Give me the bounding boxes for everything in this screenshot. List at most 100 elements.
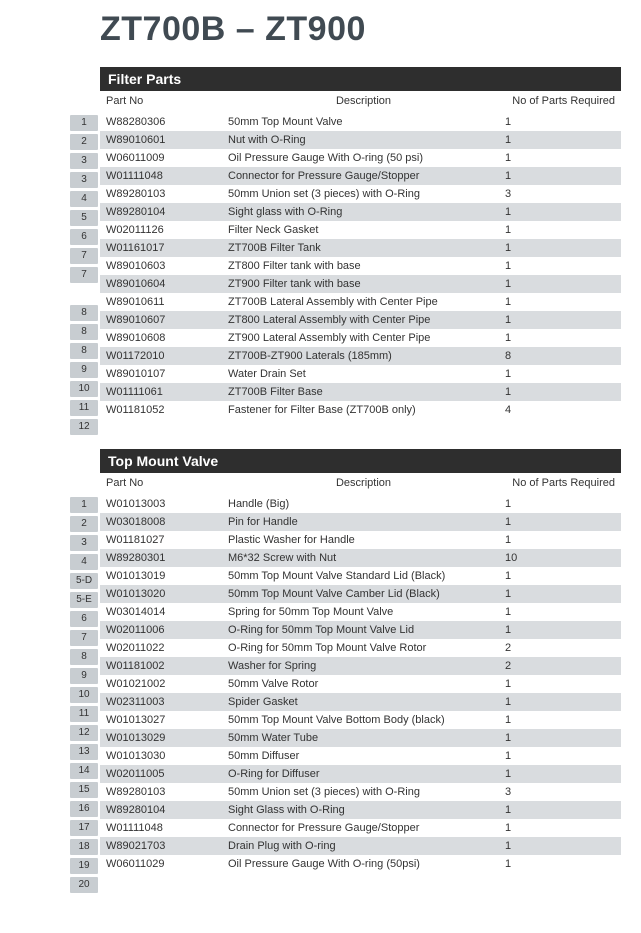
cell-qty: 1: [505, 365, 621, 383]
cell-desc: ZT700B Lateral Assembly with Center Pipe: [222, 293, 505, 311]
cell-part: W89010107: [100, 365, 222, 383]
index-badge: 2: [70, 516, 98, 532]
index-badge: 7: [70, 630, 98, 646]
index-badge: 5-E: [70, 592, 98, 608]
index-badge: 14: [70, 763, 98, 779]
cell-desc: Nut with O-Ring: [222, 131, 505, 149]
cell-desc: ZT800 Lateral Assembly with Center Pipe: [222, 311, 505, 329]
cell-part: W01181052: [100, 401, 222, 419]
index-badge: 15: [70, 782, 98, 798]
table-row: W06011029Oil Pressure Gauge With O-ring …: [100, 855, 621, 873]
table-row: W02011022O-Ring for 50mm Top Mount Valve…: [100, 639, 621, 657]
table-row: W8928010350mm Union set (3 pieces) with …: [100, 783, 621, 801]
cell-qty: 1: [505, 675, 621, 693]
cell-part: W03018008: [100, 513, 222, 531]
cell-desc: O-Ring for 50mm Top Mount Valve Rotor: [222, 639, 505, 657]
cell-part: W01013019: [100, 567, 222, 585]
cell-part: W89010611: [100, 293, 222, 311]
cell-part: W01021002: [100, 675, 222, 693]
table-row: W89280104Sight Glass with O-Ring1: [100, 801, 621, 819]
index-badge: 8: [70, 343, 98, 359]
section-header: Filter Parts: [100, 67, 621, 91]
index-badge: 8: [70, 324, 98, 340]
cell-desc: Oil Pressure Gauge With O-ring (50psi): [222, 855, 505, 873]
index-badge: 10: [70, 687, 98, 703]
table-row: W0101302950mm Water Tube1: [100, 729, 621, 747]
index-badge: 5-D: [70, 573, 98, 589]
cell-part: W01111048: [100, 819, 222, 837]
table-row: W01181002Washer for Spring2: [100, 657, 621, 675]
table-row: W89280301M6*32 Screw with Nut10: [100, 549, 621, 567]
index-badge: 3: [70, 153, 98, 169]
cell-part: W01181002: [100, 657, 222, 675]
cell-desc: 50mm Diffuser: [222, 747, 505, 765]
cell-part: W88280306: [100, 113, 222, 131]
cell-qty: 4: [505, 401, 621, 419]
section-header: Top Mount Valve: [100, 449, 621, 473]
cell-desc: Washer for Spring: [222, 657, 505, 675]
table-row: W0101302050mm Top Mount Valve Camber Lid…: [100, 585, 621, 603]
index-badge: 8: [70, 649, 98, 665]
cell-part: W89280104: [100, 203, 222, 221]
table-row: W89010107Water Drain Set1: [100, 365, 621, 383]
cell-qty: 1: [505, 837, 621, 855]
cell-qty: 1: [505, 801, 621, 819]
index-badge: 12: [70, 419, 98, 435]
cell-desc: 50mm Top Mount Valve Standard Lid (Black…: [222, 567, 505, 585]
index-badge: 20: [70, 877, 98, 893]
cell-desc: Pin for Handle: [222, 513, 505, 531]
table-row: W89010608ZT900 Lateral Assembly with Cen…: [100, 329, 621, 347]
sections-container: 1233456778889101112Filter PartsPart NoDe…: [20, 67, 621, 873]
index-badge: 17: [70, 820, 98, 836]
cell-qty: 1: [505, 131, 621, 149]
cell-desc: ZT800 Filter tank with base: [222, 257, 505, 275]
cell-qty: 1: [505, 257, 621, 275]
index-badge: 1: [70, 497, 98, 513]
cell-desc: ZT700B Filter Tank: [222, 239, 505, 257]
index-badge: 18: [70, 839, 98, 855]
table-row: W01181052Fastener for Filter Base (ZT700…: [100, 401, 621, 419]
cell-qty: 3: [505, 185, 621, 203]
cell-qty: 1: [505, 167, 621, 185]
index-badge: 4: [70, 554, 98, 570]
page-title: ZT700B – ZT900: [100, 10, 621, 49]
cell-qty: 1: [505, 585, 621, 603]
cell-desc: 50mm Valve Rotor: [222, 675, 505, 693]
cell-desc: O-Ring for Diffuser: [222, 765, 505, 783]
cell-part: W89010604: [100, 275, 222, 293]
table-row: W0102100250mm Valve Rotor1: [100, 675, 621, 693]
index-badge: 19: [70, 858, 98, 874]
cell-part: W01111061: [100, 383, 222, 401]
table-row: W0101301950mm Top Mount Valve Standard L…: [100, 567, 621, 585]
cell-part: W01013003: [100, 495, 222, 513]
cell-qty: 3: [505, 783, 621, 801]
index-badge: 6: [70, 611, 98, 627]
index-badge: 7: [70, 267, 98, 283]
cell-desc: 50mm Union set (3 pieces) with O-Ring: [222, 783, 505, 801]
table-row: W0101302750mm Top Mount Valve Bottom Bod…: [100, 711, 621, 729]
index-badge: 8: [70, 305, 98, 321]
table-row: W02011005O-Ring for Diffuser1: [100, 765, 621, 783]
page: ZT700B – ZT900 1233456778889101112Filter…: [0, 10, 641, 933]
cell-part: W89280103: [100, 185, 222, 203]
cell-qty: 1: [505, 513, 621, 531]
cell-part: W89021703: [100, 837, 222, 855]
table-row: W02011006O-Ring for 50mm Top Mount Valve…: [100, 621, 621, 639]
section: 12345-D5-E67891011121314151617181920Top …: [100, 449, 621, 873]
table-row: W01161017ZT700B Filter Tank1: [100, 239, 621, 257]
cell-qty: 1: [505, 275, 621, 293]
cell-part: W89010603: [100, 257, 222, 275]
cell-part: W89280103: [100, 783, 222, 801]
table-row: W02011126Filter Neck Gasket1: [100, 221, 621, 239]
cell-part: W89010601: [100, 131, 222, 149]
cell-qty: 1: [505, 311, 621, 329]
cell-desc: 50mm Top Mount Valve: [222, 113, 505, 131]
cell-desc: ZT900 Lateral Assembly with Center Pipe: [222, 329, 505, 347]
section: 1233456778889101112Filter PartsPart NoDe…: [100, 67, 621, 419]
cell-desc: 50mm Union set (3 pieces) with O-Ring: [222, 185, 505, 203]
cell-qty: 1: [505, 149, 621, 167]
cell-part: W02011006: [100, 621, 222, 639]
index-badge: 1: [70, 115, 98, 131]
table-row: W01111048Connector for Pressure Gauge/St…: [100, 819, 621, 837]
cell-part: W01161017: [100, 239, 222, 257]
